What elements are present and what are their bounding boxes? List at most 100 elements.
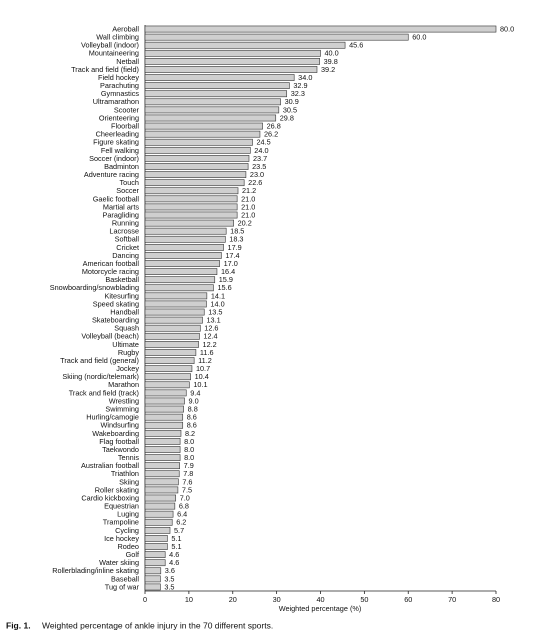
bar xyxy=(144,357,195,364)
bar xyxy=(144,486,179,494)
y-tick-label: Rugby xyxy=(118,348,139,357)
bar xyxy=(144,90,288,98)
bar xyxy=(144,324,201,332)
value-label: 5.1 xyxy=(171,542,181,551)
bar xyxy=(144,349,197,356)
bar xyxy=(144,227,227,235)
value-label: 23.0 xyxy=(250,170,264,179)
y-tick-label: Lacrosse xyxy=(109,227,139,236)
value-label: 10.1 xyxy=(193,380,207,389)
bar xyxy=(144,316,203,324)
y-tick-label: Gaelic football xyxy=(93,194,140,203)
y-tick-label: Touch xyxy=(120,178,139,187)
y-tick-label: Cycling xyxy=(115,526,139,535)
y-tick-label: Trampoline xyxy=(103,518,139,527)
bar xyxy=(144,438,181,445)
value-label: 3.6 xyxy=(165,566,175,575)
x-tick-label: 30 xyxy=(273,595,281,604)
y-tick-label: Hurling/camogie xyxy=(86,413,139,422)
value-label: 22.6 xyxy=(248,178,262,187)
value-label: 17.0 xyxy=(224,259,238,268)
bar xyxy=(144,502,176,510)
caption-text: Weighted percentage of ankle injury in t… xyxy=(42,620,273,630)
bar xyxy=(144,41,346,49)
value-label: 15.6 xyxy=(217,283,231,292)
value-label: 34.0 xyxy=(298,73,312,82)
bar xyxy=(144,33,409,41)
bar xyxy=(144,446,181,453)
bar xyxy=(144,518,173,526)
value-label: 12.4 xyxy=(203,332,217,341)
bar xyxy=(144,122,263,130)
bar xyxy=(144,365,193,373)
y-tick-label: Rodeo xyxy=(117,542,139,551)
value-label: 4.6 xyxy=(169,558,179,567)
y-tick-label: Mountaineering xyxy=(89,49,139,58)
bar xyxy=(144,284,214,292)
bar xyxy=(144,235,226,243)
value-label: 11.2 xyxy=(198,356,212,365)
value-label: 29.8 xyxy=(280,113,294,122)
y-tick-label: Equestrian xyxy=(104,502,139,511)
y-tick-label: Marathon xyxy=(108,380,139,389)
bar xyxy=(144,203,238,211)
bar xyxy=(144,373,191,381)
caption-label: Fig. 1. xyxy=(6,620,31,630)
bar xyxy=(144,211,238,219)
bar xyxy=(144,405,184,413)
y-tick-label: Parachuting xyxy=(100,81,139,90)
y-tick-label: Wakeboarding xyxy=(92,429,139,438)
value-label: 7.8 xyxy=(183,469,193,478)
bar xyxy=(144,526,171,534)
y-tick-label: Roller skating xyxy=(95,485,139,494)
bar xyxy=(144,413,184,421)
value-label: 14.0 xyxy=(210,299,224,308)
value-label: 26.8 xyxy=(267,121,281,130)
y-tick-label: Ice hockey xyxy=(104,534,139,543)
value-label: 10.4 xyxy=(195,372,209,381)
value-label: 6.2 xyxy=(176,518,186,527)
y-tick-label: Taekwondo xyxy=(102,445,139,454)
y-tick-label: Volleyball (indoor) xyxy=(81,41,139,50)
y-tick-label: Orienteering xyxy=(99,113,139,122)
bar xyxy=(144,421,184,429)
value-label: 8.0 xyxy=(184,437,194,446)
value-label: 40.0 xyxy=(325,49,339,58)
value-label: 4.6 xyxy=(169,550,179,559)
value-label: 7.9 xyxy=(184,461,194,470)
y-tick-label: Paragliding xyxy=(102,210,139,219)
y-tick-label: Luging xyxy=(117,510,139,519)
y-tick-label: Ultimate xyxy=(112,340,139,349)
bar xyxy=(144,98,281,106)
bar xyxy=(144,341,199,348)
bar xyxy=(144,397,185,405)
bar xyxy=(144,276,216,284)
bar xyxy=(144,510,174,518)
y-tick-label: Volleyball (beach) xyxy=(81,332,139,341)
y-tick-label: Swimming xyxy=(105,404,139,413)
bar xyxy=(144,429,182,437)
y-tick-label: Track and field (track) xyxy=(69,388,139,397)
value-label: 7.6 xyxy=(182,477,192,486)
bar xyxy=(144,25,497,33)
value-label: 18.5 xyxy=(230,227,244,236)
value-label: 14.1 xyxy=(211,291,225,300)
value-label: 30.5 xyxy=(283,105,297,114)
bar xyxy=(144,146,251,154)
bar xyxy=(144,74,295,81)
x-tick-label: 50 xyxy=(360,595,368,604)
bar xyxy=(144,252,222,259)
bar xyxy=(144,171,247,178)
value-label: 80.0 xyxy=(500,24,514,33)
value-label: 23.5 xyxy=(252,162,266,171)
value-label: 21.0 xyxy=(241,202,255,211)
y-tick-label: Kitesurfing xyxy=(105,291,139,300)
value-label: 5.7 xyxy=(174,526,184,535)
y-tick-label: Wall climbing xyxy=(96,33,139,42)
y-tick-label: Rollerblading/inline skating xyxy=(52,566,139,575)
value-label: 26.2 xyxy=(264,130,278,139)
y-tick-label: Soccer (indoor) xyxy=(89,154,139,163)
y-tick-label: Triathlon xyxy=(111,469,139,478)
y-tick-label: Tug of war xyxy=(105,582,140,591)
